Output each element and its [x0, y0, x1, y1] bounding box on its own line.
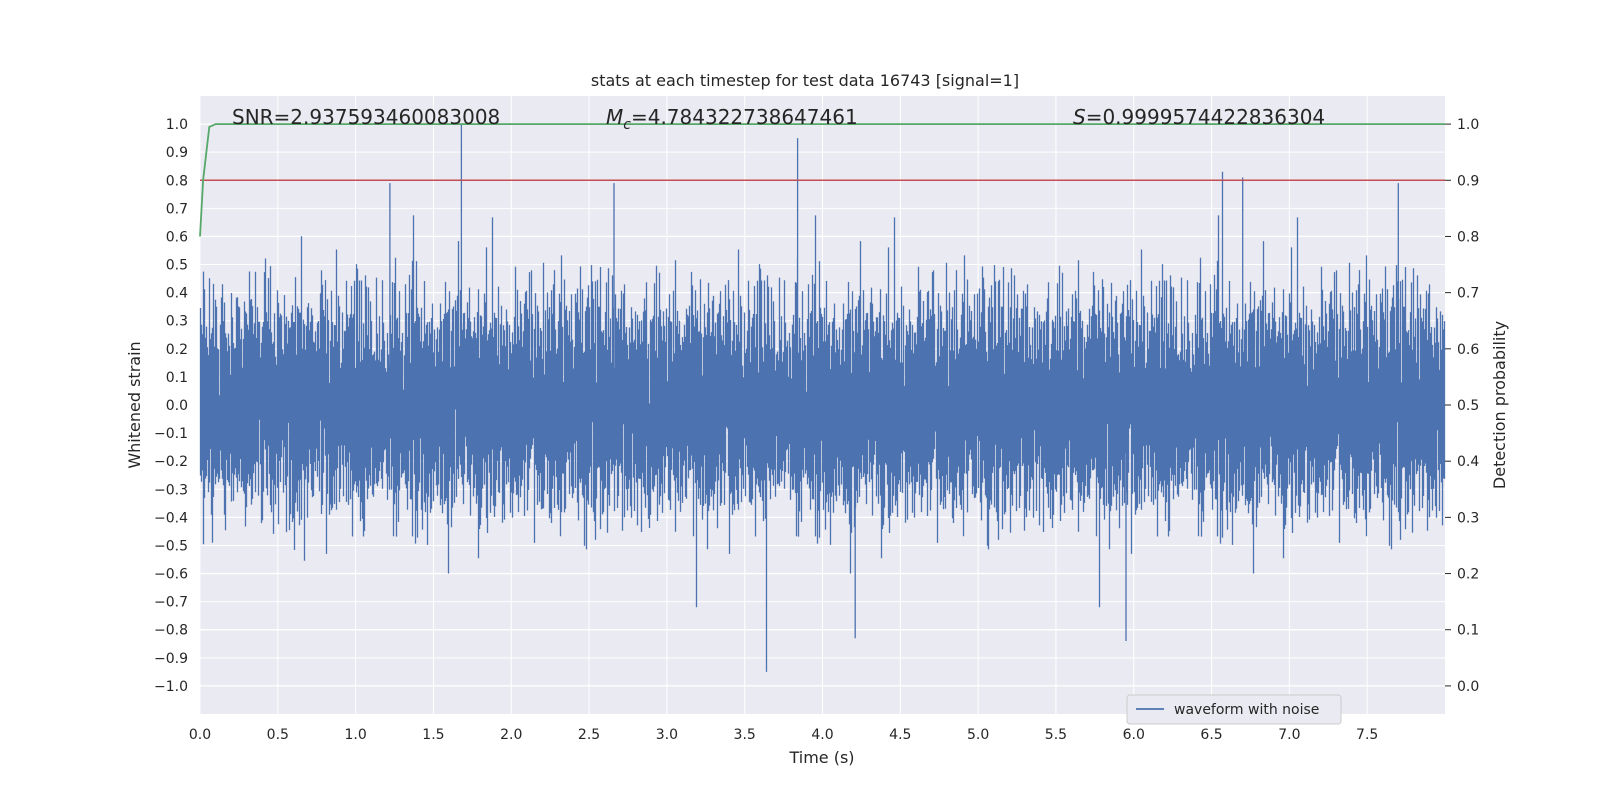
- probability-line: [199, 123, 1445, 237]
- chart-title: stats at each timestep for test data 167…: [591, 71, 1019, 90]
- x-tick-label: 5.5: [1045, 727, 1067, 743]
- y-tick-label: −0.1: [154, 426, 188, 442]
- probability-lines: [199, 123, 1445, 237]
- x-tick-label: 6.5: [1200, 727, 1222, 743]
- x-tick-label: 0.5: [267, 727, 289, 743]
- waveform-series: [199, 124, 1446, 672]
- x-tick-label: 4.0: [811, 727, 833, 743]
- x-tick-label: 7.0: [1278, 727, 1300, 743]
- legend-box: [1126, 694, 1342, 725]
- x-axis-ticks: 0.0 0.5 1.0 1.5 2.0 2.5 3.0 3.5 4.0 4.5 5.0 5.5 6.0 6…: [189, 727, 1378, 743]
- detection-stat-symbol: S: [1073, 105, 1086, 129]
- y-tick-label: 0.1: [166, 370, 188, 386]
- y-tick-label: −0.9: [154, 651, 188, 667]
- x-tick-label: 6.0: [1123, 727, 1145, 743]
- x-tick-label: 1.0: [344, 727, 366, 743]
- detection-stat-value: =0.9999574422836304: [1086, 105, 1325, 129]
- legend: waveform with noise: [1126, 694, 1342, 725]
- x-tick-label: 4.5: [889, 727, 911, 743]
- y-tick-label: −0.5: [154, 538, 188, 554]
- x-tick-label: 0.0: [189, 727, 211, 743]
- y2-axis-ticks: 1.0 0.9 0.8 0.7 0.6 0.5 0.4 0.3 0.2 0.1 0.0: [1445, 117, 1479, 695]
- y2-tick-label: 0.6: [1457, 342, 1479, 358]
- chirp-mass-value: =4.784322738647461: [631, 105, 858, 129]
- y-axis-ticks: 1.0 0.9 0.8 0.7 0.6 0.5 0.4 0.3 0.2 0.1 0.0 −0.1 −0.…: [154, 117, 188, 695]
- y-tick-label: −0.6: [154, 567, 188, 583]
- x-tick-label: 1.5: [422, 727, 444, 743]
- y-tick-label: −0.4: [154, 510, 188, 526]
- y-tick-label: −0.2: [154, 454, 188, 470]
- y2-tick-label: 0.4: [1457, 454, 1479, 470]
- x-tick-label: 2.5: [578, 727, 600, 743]
- y-tick-label: 1.0: [166, 117, 188, 133]
- y2-tick-label: 0.5: [1457, 398, 1479, 414]
- x-tick-label: 5.0: [967, 727, 989, 743]
- y-tick-label: 0.5: [166, 258, 188, 274]
- y2-tick-label: 0.9: [1457, 173, 1479, 189]
- y-tick-label: −0.3: [154, 482, 188, 498]
- x-tick-label: 2.0: [500, 727, 522, 743]
- y2-tick-label: 1.0: [1457, 117, 1479, 133]
- x-tick-label: 7.5: [1356, 727, 1378, 743]
- y-tick-label: −1.0: [154, 679, 188, 695]
- x-axis-label: Time (s): [788, 748, 854, 767]
- detection-stat-annotation: S=0.9999574422836304: [1073, 105, 1325, 129]
- chirp-mass-subscript: c: [623, 117, 631, 133]
- snr-annotation: SNR=2.937593460083008: [232, 105, 500, 129]
- y2-axis-label: Detection probability: [1490, 321, 1509, 489]
- y2-tick-label: 0.7: [1457, 286, 1479, 302]
- y2-tick-label: 0.3: [1457, 510, 1479, 526]
- x-tick-label: 3.0: [656, 727, 678, 743]
- x-tick-label: 3.5: [734, 727, 756, 743]
- y-tick-label: −0.8: [154, 623, 188, 639]
- y-tick-label: −0.7: [154, 595, 188, 611]
- y-tick-label: 0.8: [166, 173, 188, 189]
- y-axis-label: Whitened strain: [125, 341, 144, 468]
- chirp-mass-annotation: Mc=4.784322738647461: [606, 105, 858, 133]
- y2-tick-label: 0.0: [1457, 679, 1479, 695]
- y-tick-label: 0.7: [166, 201, 188, 217]
- y-tick-label: 0.6: [166, 229, 188, 245]
- y2-tick-label: 0.1: [1457, 623, 1479, 639]
- y-tick-label: 0.4: [166, 286, 188, 302]
- y2-tick-label: 0.2: [1457, 567, 1479, 583]
- chirp-mass-symbol: M: [606, 105, 623, 129]
- legend-entry-waveform: waveform with noise: [1174, 702, 1319, 718]
- y-tick-label: 0.2: [166, 342, 188, 358]
- y-tick-label: 0.0: [166, 398, 188, 414]
- y2-tick-label: 0.8: [1457, 229, 1479, 245]
- y-tick-label: 0.3: [166, 314, 188, 330]
- waveform-line: [199, 124, 1446, 672]
- y-tick-label: 0.9: [166, 145, 188, 161]
